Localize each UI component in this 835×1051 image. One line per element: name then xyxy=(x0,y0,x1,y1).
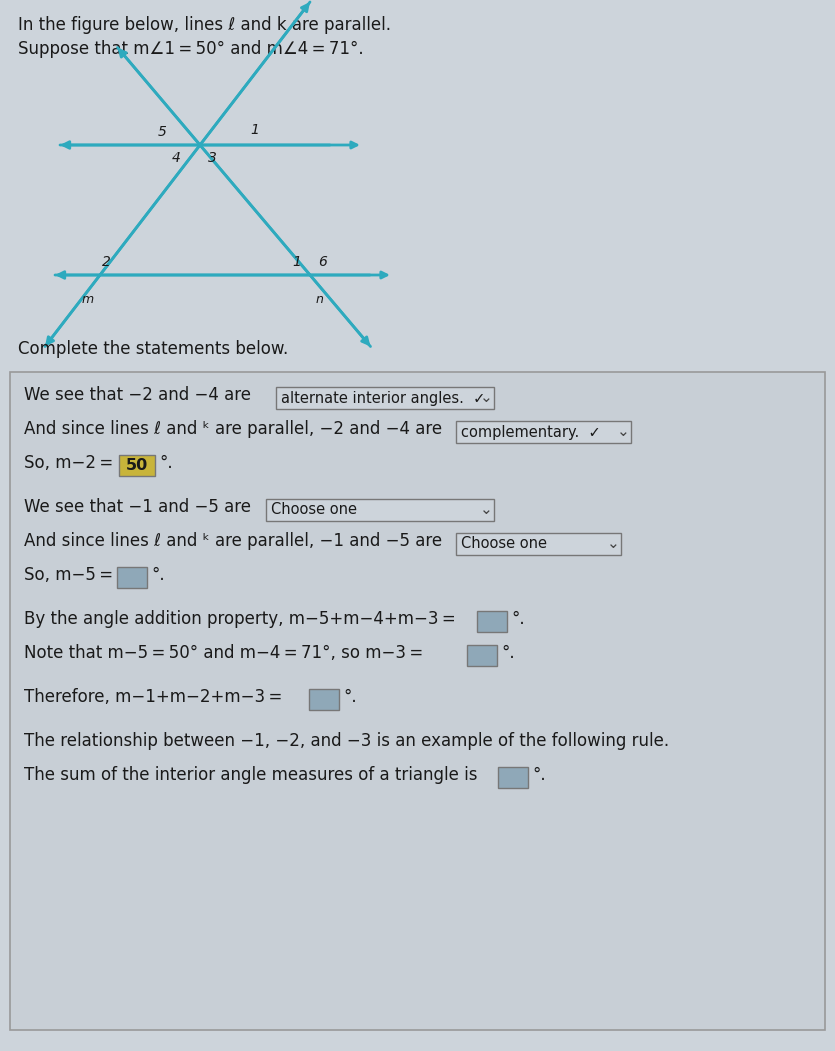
Text: 6: 6 xyxy=(318,255,326,269)
Text: 3: 3 xyxy=(208,151,217,165)
Text: complementary.  ✓: complementary. ✓ xyxy=(461,425,600,439)
Text: The sum of the interior angle measures of a triangle is: The sum of the interior angle measures o… xyxy=(24,766,481,784)
FancyBboxPatch shape xyxy=(456,421,631,444)
Text: n: n xyxy=(316,293,324,306)
Text: ⌄: ⌄ xyxy=(480,391,493,406)
Text: By the angle addition property, m−5+m−4+m−3 =: By the angle addition property, m−5+m−4+… xyxy=(24,610,459,628)
FancyBboxPatch shape xyxy=(498,767,528,788)
Text: 2: 2 xyxy=(102,255,111,269)
Text: We see that −2 and −4 are: We see that −2 and −4 are xyxy=(24,386,251,404)
Text: Therefore, m−1+m−2+m−3 =: Therefore, m−1+m−2+m−3 = xyxy=(24,688,286,706)
Text: °.: °. xyxy=(532,766,545,784)
Text: So, m−2 =: So, m−2 = xyxy=(24,454,117,472)
FancyBboxPatch shape xyxy=(266,499,494,521)
Text: 1: 1 xyxy=(250,123,259,137)
FancyBboxPatch shape xyxy=(456,533,621,555)
Text: So, m−5 =: So, m−5 = xyxy=(24,566,117,584)
FancyBboxPatch shape xyxy=(467,645,497,666)
Text: °.: °. xyxy=(501,644,514,662)
Text: We see that −1 and −5 are: We see that −1 and −5 are xyxy=(24,498,251,516)
Text: Choose one: Choose one xyxy=(271,502,357,517)
Text: And since lines ℓ and ᵏ are parallel, −2 and −4 are: And since lines ℓ and ᵏ are parallel, −2… xyxy=(24,420,442,438)
Text: And since lines ℓ and ᵏ are parallel, −1 and −5 are: And since lines ℓ and ᵏ are parallel, −1… xyxy=(24,532,442,550)
Text: 5: 5 xyxy=(158,125,167,139)
Text: ⌄: ⌄ xyxy=(607,536,620,552)
Text: ⌄: ⌄ xyxy=(480,502,493,517)
Text: The relationship between −1, −2, and −3 is an example of the following rule.: The relationship between −1, −2, and −3 … xyxy=(24,731,669,750)
FancyBboxPatch shape xyxy=(477,611,507,632)
Text: Choose one: Choose one xyxy=(461,536,547,552)
Text: alternate interior angles.  ✓: alternate interior angles. ✓ xyxy=(281,391,485,406)
Text: °.: °. xyxy=(151,566,164,584)
Text: Complete the statements below.: Complete the statements below. xyxy=(18,341,288,358)
Text: 1: 1 xyxy=(292,255,301,269)
Text: 4: 4 xyxy=(172,151,181,165)
Text: °.: °. xyxy=(343,688,357,706)
Text: °.: °. xyxy=(159,454,173,472)
FancyBboxPatch shape xyxy=(10,372,825,1030)
Text: °.: °. xyxy=(511,610,524,628)
FancyBboxPatch shape xyxy=(309,689,339,710)
Text: m: m xyxy=(82,293,94,306)
FancyBboxPatch shape xyxy=(119,455,155,476)
Text: ⌄: ⌄ xyxy=(617,425,630,439)
FancyBboxPatch shape xyxy=(117,566,147,588)
Text: Suppose that m∠1 = 50° and m∠4 = 71°.: Suppose that m∠1 = 50° and m∠4 = 71°. xyxy=(18,40,363,58)
FancyBboxPatch shape xyxy=(276,387,494,409)
Text: 50: 50 xyxy=(126,458,148,473)
Text: In the figure below, lines ℓ and k are parallel.: In the figure below, lines ℓ and k are p… xyxy=(18,16,391,34)
Text: Note that m−5 = 50° and m−4 = 71°, so m−3 =: Note that m−5 = 50° and m−4 = 71°, so m−… xyxy=(24,644,427,662)
